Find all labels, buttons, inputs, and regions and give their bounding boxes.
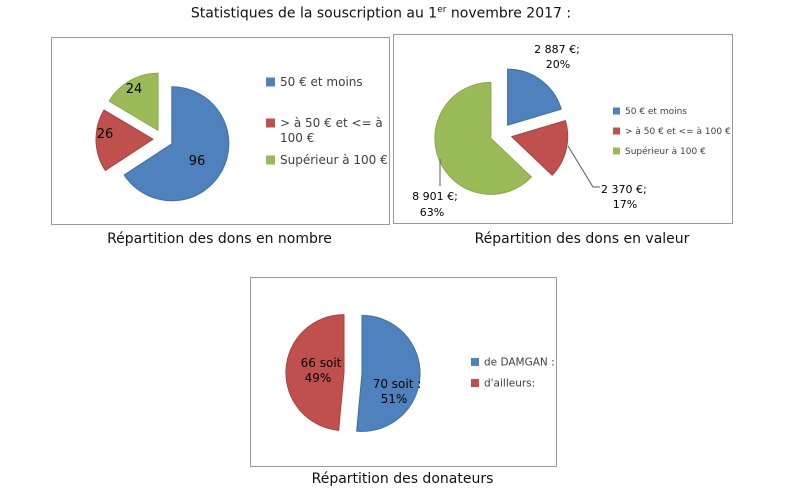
chart-panel-dons-valeur: 2 887 €; 20% 2 370 €; 17% 8 901 €; 63% 50 € et… xyxy=(393,34,733,224)
page-title: Statistiques de la souscription au 1er n… xyxy=(0,5,762,22)
data-label: 66 soit xyxy=(301,356,342,370)
legend-label: > à 50 € et <= à xyxy=(280,116,383,130)
chart-panel-donateurs: 70 soit :51% 66 soit 49% de DAMGAN : d'aille… xyxy=(250,277,557,467)
legend-label: Supérieur à 100 € xyxy=(625,146,706,157)
legend-label: 50 € et moins xyxy=(280,75,363,89)
data-label: 26 xyxy=(97,127,114,142)
legend-label: Supérieur à 100 € xyxy=(280,153,388,167)
data-label: 20% xyxy=(546,58,570,71)
data-label: 70 soit : xyxy=(373,377,422,391)
legend-swatch xyxy=(471,379,479,387)
data-label: 51% xyxy=(381,392,408,406)
data-label: 63% xyxy=(420,206,444,219)
chart-panel-dons-nombre: 96 26 24 50 € et moins > à 50 € et <= à 100 €… xyxy=(51,37,390,225)
pie-slice xyxy=(434,81,532,195)
data-label: 8 901 €; xyxy=(412,190,458,203)
data-label: 49% xyxy=(305,371,332,385)
leader-line xyxy=(567,145,600,188)
pie-slice xyxy=(356,314,421,432)
legend-swatch xyxy=(613,107,620,115)
legend-label: 50 € et moins xyxy=(625,107,687,117)
pie-slice xyxy=(108,72,159,131)
legend-swatch xyxy=(613,147,620,155)
pie-slice xyxy=(95,109,154,171)
data-label: 17% xyxy=(613,198,637,211)
legend-label: 100 € xyxy=(280,131,314,145)
pie-chart-dons-valeur: 2 887 €; 20% 2 370 €; 17% 8 901 €; 63% 50 € et… xyxy=(412,43,731,219)
chart-caption-donateurs: Répartition des donateurs xyxy=(311,471,494,487)
legend-swatch xyxy=(471,358,479,366)
page-title-text: Statistiques de la souscription au 1 xyxy=(190,5,438,22)
data-label: 2 370 €; xyxy=(601,183,647,196)
pie-slice xyxy=(507,68,562,126)
legend-swatch xyxy=(613,127,620,135)
page-title-suffix: novembre 2017 : xyxy=(446,5,572,22)
legend-label: > à 50 € et <= à 100 € xyxy=(625,127,731,137)
data-label: 96 xyxy=(189,154,206,169)
legend-label: d'ailleurs: xyxy=(484,378,535,390)
pie-slice xyxy=(511,120,569,176)
data-label: 2 887 €; xyxy=(534,43,580,56)
chart-caption-dons-valeur: Répartition des dons en valeur xyxy=(474,231,690,247)
data-label: 24 xyxy=(126,82,143,97)
legend-swatch xyxy=(266,118,275,128)
chart-caption-dons-nombre: Répartition des dons en nombre xyxy=(107,231,332,247)
legend-swatch xyxy=(266,155,275,165)
pie-slice xyxy=(123,86,230,202)
pie-slice xyxy=(285,314,345,431)
legend-swatch xyxy=(266,77,275,87)
page-title-superscript: er xyxy=(437,5,447,15)
legend-label: de DAMGAN : xyxy=(484,357,555,369)
